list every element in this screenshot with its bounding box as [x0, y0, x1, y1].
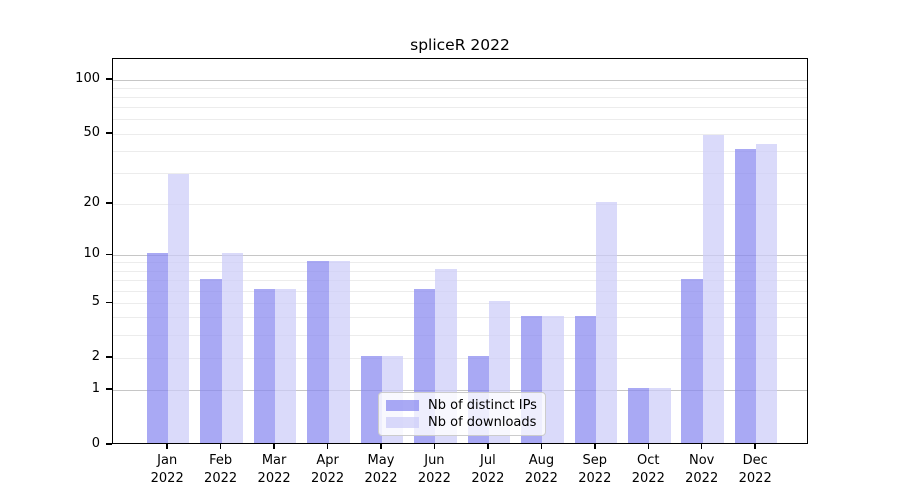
gridline-y-2 — [113, 357, 807, 359]
bar-ips-may — [360, 356, 382, 443]
y-tick-mark-2 — [105, 356, 112, 358]
gridline-y-80 — [113, 97, 807, 98]
bar-downloads-dec — [756, 143, 778, 443]
gridline-y-50 — [113, 133, 807, 135]
x-tick-label-mar: Mar 2022 — [257, 453, 291, 486]
legend: Nb of distinct IPs Nb of downloads — [378, 392, 546, 436]
x-tick-mark-jul — [487, 444, 489, 449]
y-tick-label-0: 0 — [91, 436, 100, 451]
plot-area — [112, 58, 808, 444]
gridline-y-1 — [113, 389, 807, 391]
y-tick-label-20: 20 — [83, 195, 100, 211]
x-tick-label-sep: Sep 2022 — [578, 453, 612, 486]
legend-swatch-downloads — [386, 417, 419, 428]
x-tick-mark-feb — [219, 444, 222, 449]
bar-downloads-oct — [649, 388, 671, 443]
x-tick-label-may: May 2022 — [364, 453, 398, 486]
bar-downloads-apr — [328, 260, 350, 443]
gridline-y-7 — [113, 280, 807, 281]
bar-downloads-jan — [168, 174, 190, 443]
y-tick-label-5: 5 — [91, 294, 100, 310]
bar-downloads-sep — [595, 202, 618, 443]
y-tick-mark-50 — [105, 132, 112, 134]
gridline-y-30 — [113, 172, 807, 174]
gridline-y-20 — [113, 203, 807, 205]
x-tick-mark-mar — [273, 444, 275, 449]
x-tick-label-apr: Apr 2022 — [311, 453, 345, 486]
x-tick-mark-jan — [166, 444, 168, 449]
gridline-y-6 — [113, 290, 807, 292]
y-tick-mark-20 — [105, 202, 112, 204]
x-tick-mark-aug — [540, 444, 543, 449]
gridline-y-90 — [113, 87, 807, 89]
gridline-y-9 — [113, 262, 807, 264]
x-tick-mark-jun — [433, 444, 436, 449]
x-tick-mark-apr — [326, 444, 329, 449]
bar-ips-nov — [681, 278, 703, 443]
legend-label-distinct-ips: Nb of distinct IPs — [428, 398, 537, 413]
y-tick-mark-5 — [105, 301, 112, 304]
x-tick-mark-sep — [594, 444, 596, 449]
y-tick-label-1: 1 — [91, 381, 100, 397]
y-tick-label-100: 100 — [75, 71, 100, 86]
bar-downloads-aug — [542, 315, 564, 443]
x-tick-label-jan: Jan 2022 — [150, 453, 184, 486]
gridline-y-8 — [113, 270, 807, 272]
y-tick-label-2: 2 — [91, 349, 100, 365]
bar-ips-feb — [200, 278, 222, 443]
bar-ips-jan — [146, 253, 169, 443]
y-tick-mark-100 — [105, 78, 112, 80]
x-tick-mark-may — [380, 444, 382, 449]
y-tick-label-50: 50 — [83, 125, 100, 140]
gridline-y-70 — [113, 107, 807, 109]
legend-swatch-distinct-ips — [386, 400, 419, 411]
bar-downloads-nov — [702, 135, 724, 443]
legend-label-downloads: Nb of downloads — [428, 415, 537, 430]
gridline-y-100 — [113, 79, 807, 81]
x-tick-label-jun: Jun 2022 — [417, 453, 451, 486]
bar-ips-mar — [253, 289, 276, 443]
gridline-y-60 — [113, 119, 807, 121]
x-tick-label-jul: Jul 2022 — [471, 453, 505, 486]
bar-ips-oct — [628, 388, 650, 443]
bar-ips-apr — [307, 260, 329, 443]
gridline-y-3 — [113, 334, 807, 336]
gridline-y-10 — [113, 254, 807, 256]
x-tick-mark-nov — [700, 444, 703, 449]
bar-downloads-mar — [275, 289, 297, 443]
x-tick-label-feb: Feb 2022 — [204, 453, 238, 486]
gridline-y-40 — [113, 150, 807, 152]
chart-title: spliceR 2022 — [410, 36, 510, 54]
bar-ips-sep — [574, 315, 596, 443]
bar-ips-dec — [734, 149, 757, 443]
x-tick-label-dec: Dec 2022 — [738, 453, 772, 486]
legend-row-downloads: Nb of downloads — [386, 415, 536, 430]
y-tick-label-10: 10 — [83, 246, 100, 262]
gridline-y-4 — [113, 317, 807, 319]
y-tick-mark-0 — [105, 443, 112, 445]
y-tick-mark-1 — [105, 388, 112, 390]
bar-downloads-feb — [221, 253, 243, 443]
x-tick-label-aug: Aug 2022 — [524, 453, 558, 486]
legend-row-distinct-ips: Nb of distinct IPs — [386, 398, 537, 413]
x-tick-label-nov: Nov 2022 — [685, 453, 719, 486]
x-tick-mark-oct — [647, 444, 650, 449]
x-tick-mark-dec — [754, 444, 756, 449]
y-tick-mark-10 — [105, 253, 112, 256]
x-tick-label-oct: Oct 2022 — [631, 453, 665, 486]
gridline-y-5 — [113, 302, 807, 304]
